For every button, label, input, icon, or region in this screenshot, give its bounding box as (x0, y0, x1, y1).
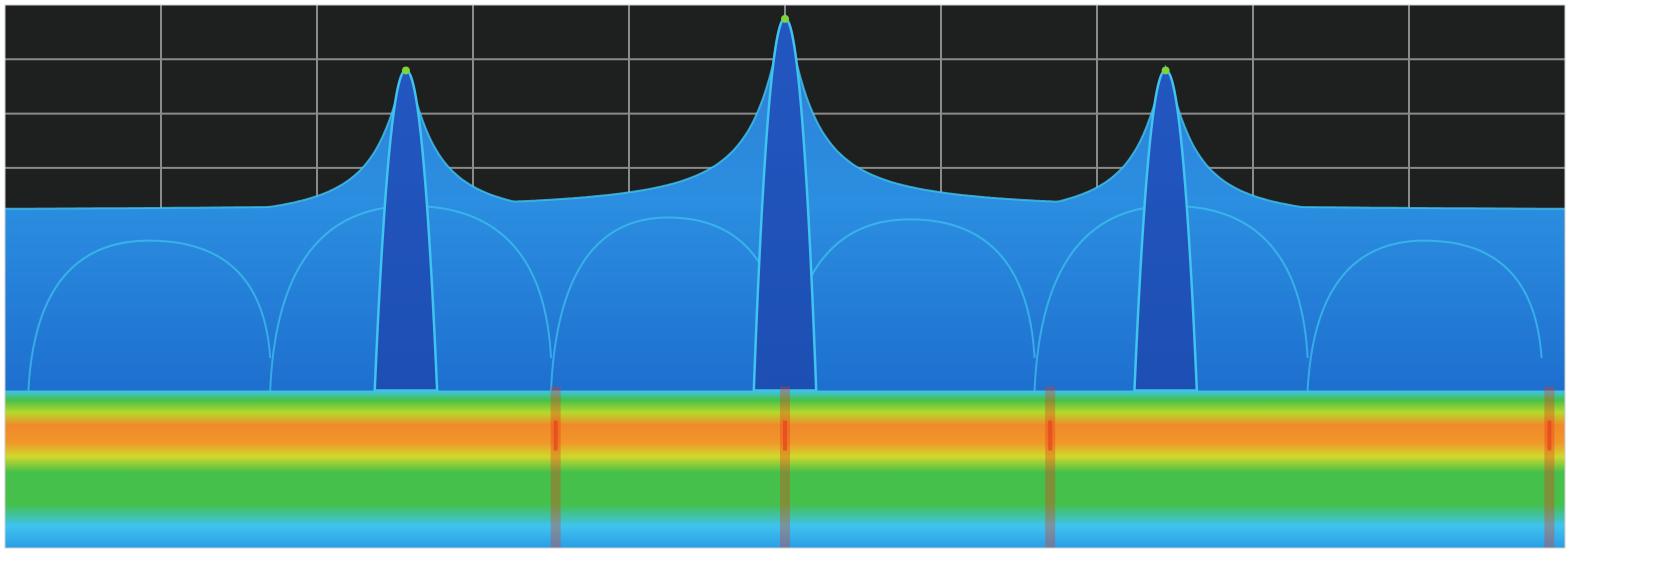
spur-core (783, 420, 787, 451)
spur-mark (550, 386, 561, 548)
spur-mark (1045, 386, 1056, 548)
peak-tip (401, 66, 410, 75)
plot-frame (4, 4, 1566, 549)
sidelobe-trace (27, 239, 272, 391)
sidelobe-trace (1306, 239, 1543, 391)
spur-core (1048, 420, 1053, 451)
noise-band (5, 390, 1565, 548)
peak-tip (1161, 66, 1170, 75)
spur-mark (780, 386, 790, 548)
spur-core (1547, 420, 1552, 451)
spur-mark (1544, 386, 1555, 548)
peak-tip (781, 14, 789, 23)
spur-core (553, 420, 558, 451)
spectrum-marks (5, 12, 1565, 548)
